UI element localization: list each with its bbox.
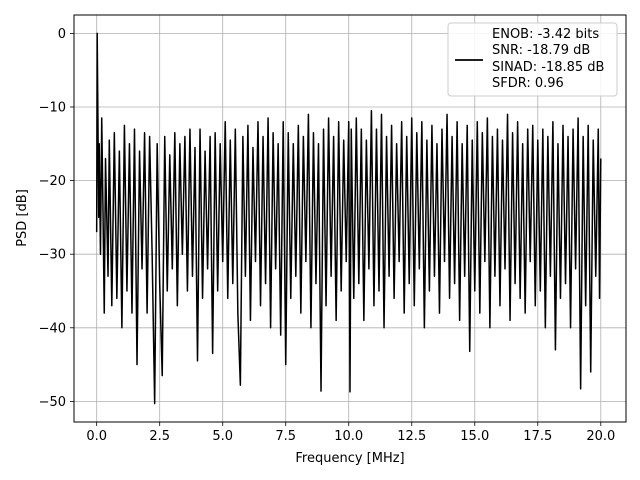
x-axis-ticks: 0.0 2.5 5.0 7.5 10.0 12.5 15.0 17.5 20.0 xyxy=(86,422,615,444)
y-tick-label: −30 xyxy=(39,248,66,263)
legend-sfdr: SFDR: 0.96 xyxy=(492,76,564,91)
x-tick-label: 2.5 xyxy=(149,429,170,444)
y-tick-label: −50 xyxy=(39,395,66,410)
x-tick-label: 12.5 xyxy=(397,429,426,444)
psd-series-line xyxy=(95,32,602,405)
x-axis-label: Frequency [MHz] xyxy=(295,451,404,466)
y-tick-label: 0 xyxy=(58,27,66,42)
y-tick-label: −20 xyxy=(39,174,66,189)
x-tick-label: 7.5 xyxy=(275,429,296,444)
x-tick-label: 17.5 xyxy=(523,429,552,444)
x-tick-label: 0.0 xyxy=(86,429,107,444)
legend-sinad: SINAD: -18.85 dB xyxy=(492,60,604,75)
legend-box xyxy=(447,22,618,97)
y-axis-ticks: 0 −10 −20 −30 −40 −50 xyxy=(39,27,74,410)
x-tick-label: 10.0 xyxy=(334,429,363,444)
plot-frame xyxy=(73,14,627,423)
legend: ENOB: -3.42 bits SNR: -18.79 dB SINAD: -… xyxy=(447,22,618,97)
x-tick-label: 15.0 xyxy=(460,429,489,444)
legend-enob: ENOB: -3.42 bits xyxy=(492,27,599,42)
y-tick-label: −10 xyxy=(39,100,66,115)
x-tick-label: 5.0 xyxy=(212,429,233,444)
y-axis-label: PSD [dB] xyxy=(15,189,30,247)
x-tick-label: 20.0 xyxy=(586,429,615,444)
y-tick-label: −40 xyxy=(39,321,66,336)
legend-snr: SNR: -18.79 dB xyxy=(492,43,590,58)
